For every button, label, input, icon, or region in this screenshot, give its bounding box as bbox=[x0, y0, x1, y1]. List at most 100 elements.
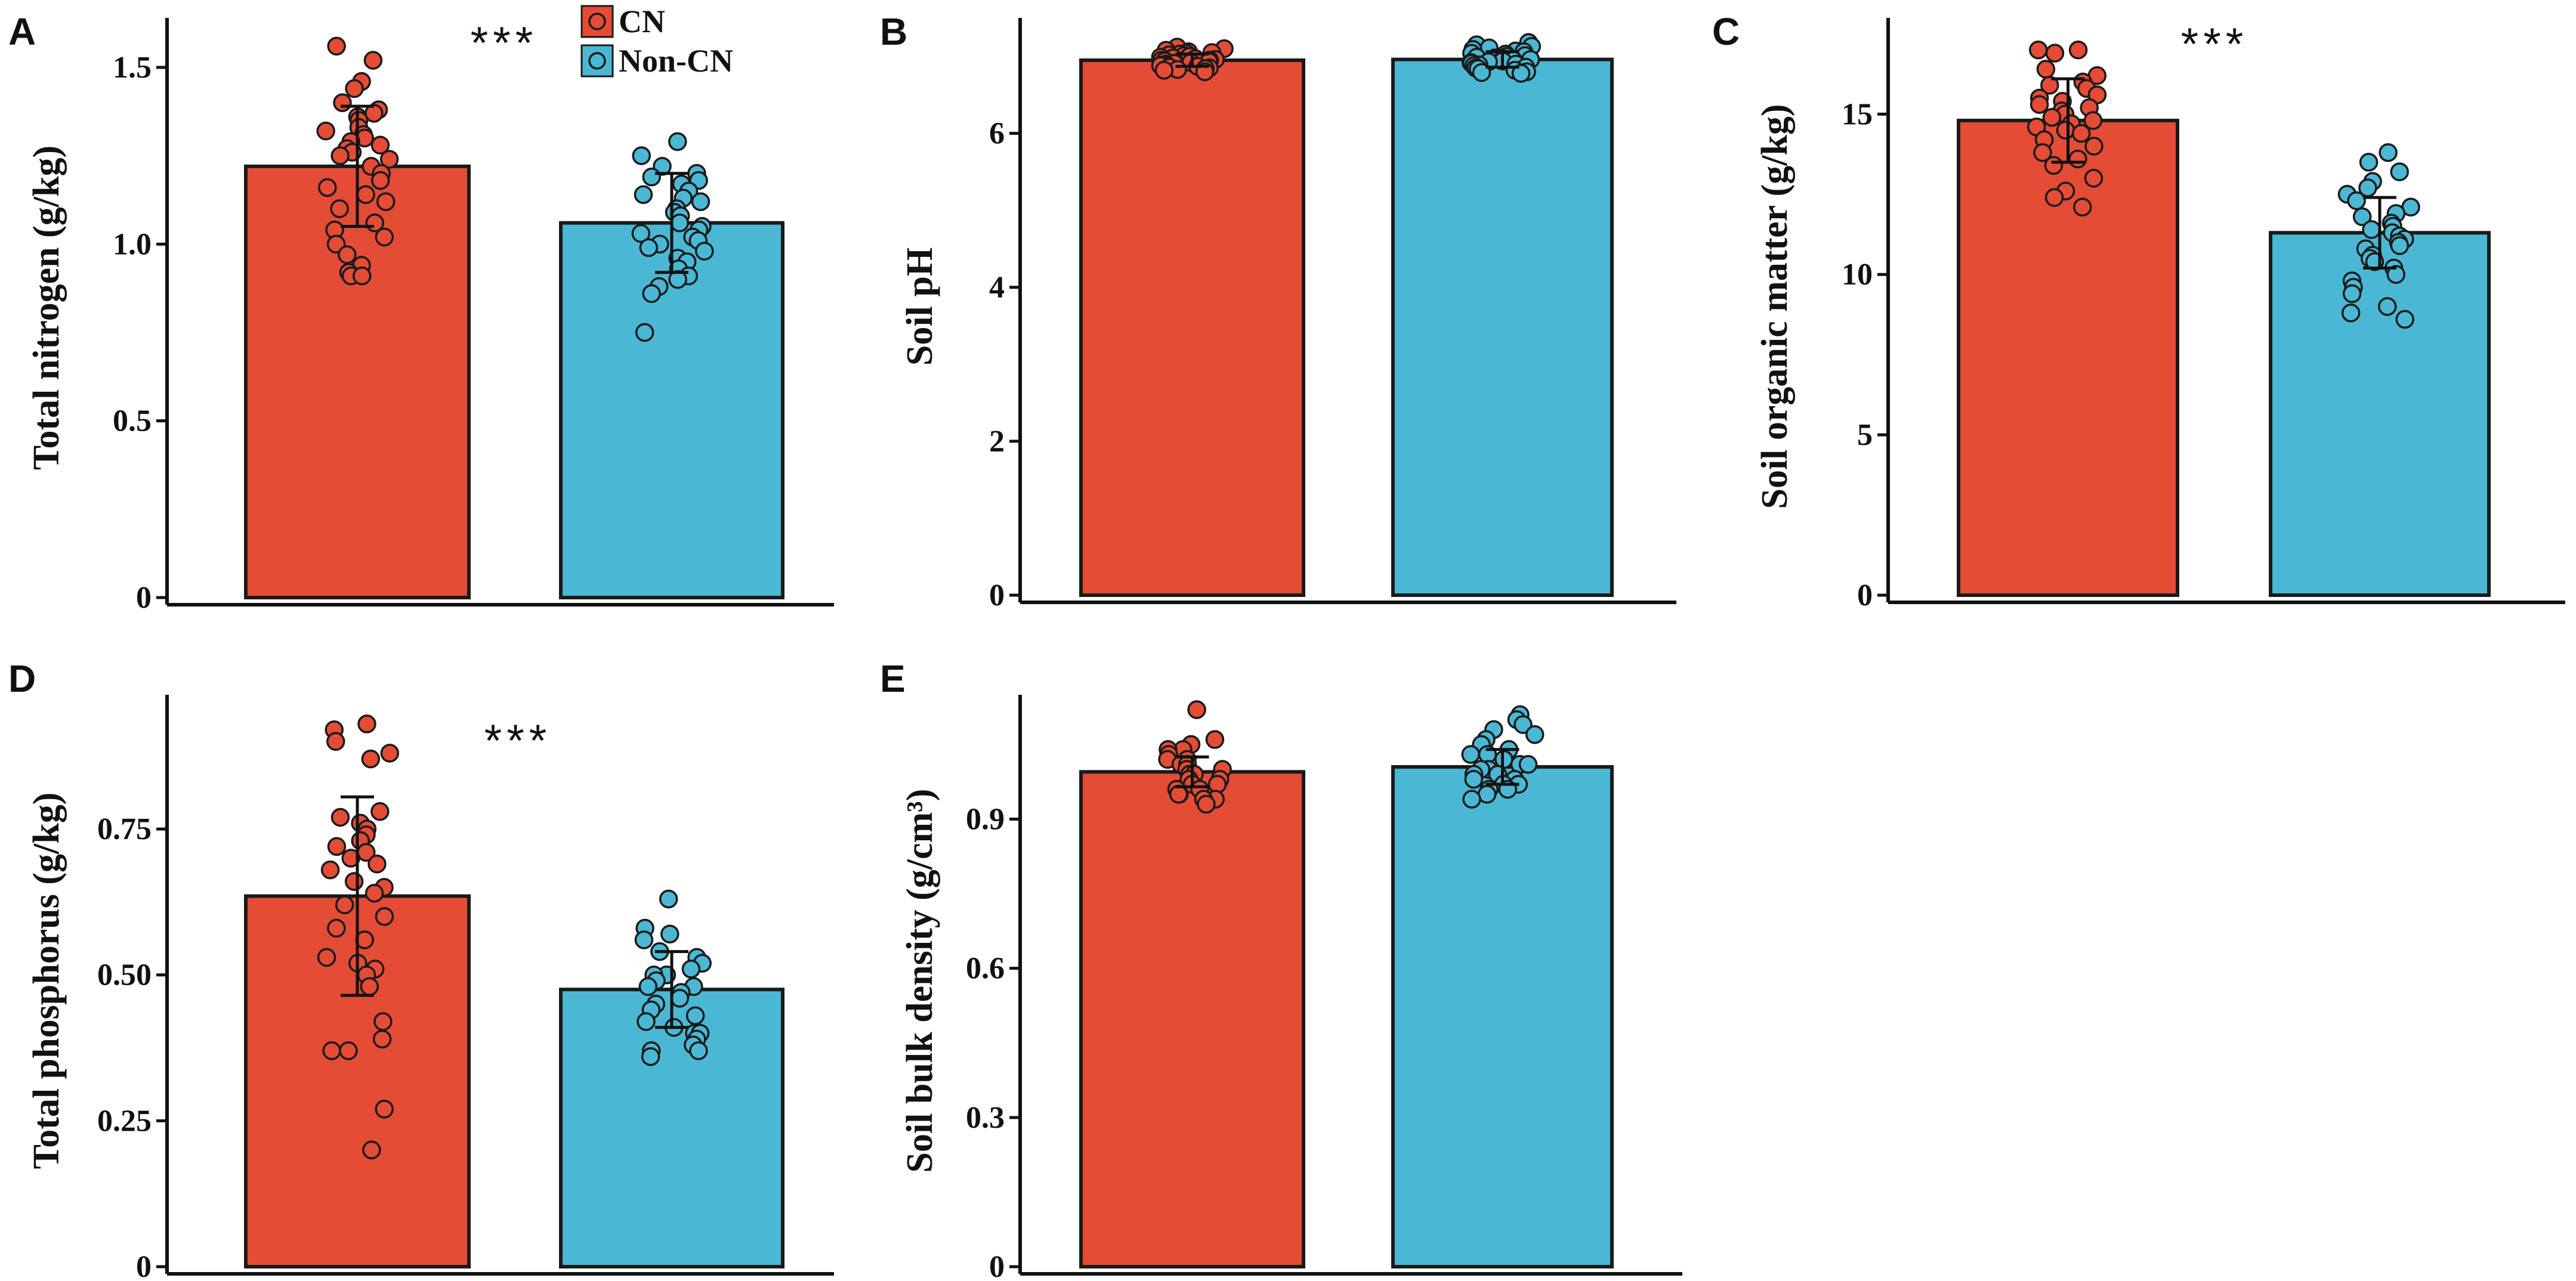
data-point bbox=[691, 192, 711, 211]
data-point bbox=[2362, 220, 2381, 239]
data-point bbox=[373, 1012, 393, 1031]
data-point bbox=[360, 977, 379, 997]
data-point bbox=[375, 227, 394, 247]
data-point bbox=[2395, 310, 2414, 329]
data-point bbox=[1187, 700, 1206, 719]
y-tick-label: 2 bbox=[989, 425, 1005, 459]
data-point bbox=[2068, 149, 2087, 169]
data-point bbox=[642, 284, 661, 304]
data-point bbox=[2044, 156, 2064, 175]
data-point bbox=[1462, 790, 1481, 809]
panel-d: D Total phosphorus (g/kg) 0 0.25 0.50 0.75 *** bbox=[8, 657, 834, 1281]
data-point bbox=[327, 918, 346, 938]
y-tick-label: 0.6 bbox=[966, 952, 1005, 986]
data-point bbox=[2072, 197, 2092, 217]
data-point bbox=[2341, 304, 2361, 323]
panel-c: C Soil organic matter (g/kg) 0 5 10 15 *** bbox=[1712, 10, 2565, 612]
data-point bbox=[339, 1041, 358, 1060]
data-point bbox=[2347, 191, 2366, 211]
y-tick-label: 0.25 bbox=[97, 1104, 152, 1138]
data-point bbox=[318, 178, 337, 197]
data-point bbox=[695, 242, 714, 261]
data-point bbox=[365, 883, 384, 903]
data-point bbox=[2359, 153, 2379, 172]
data-point bbox=[338, 245, 357, 264]
data-point bbox=[316, 121, 335, 141]
data-point bbox=[333, 93, 352, 112]
data-point bbox=[1461, 745, 1481, 764]
data-point bbox=[327, 36, 346, 56]
data-point bbox=[2045, 44, 2065, 63]
data-point bbox=[331, 146, 350, 165]
data-point bbox=[1477, 785, 1497, 804]
data-point bbox=[345, 79, 364, 98]
y-tick-label: 0 bbox=[989, 1250, 1005, 1281]
data-point bbox=[361, 749, 381, 769]
data-point bbox=[356, 185, 375, 205]
bar-non-cn bbox=[1391, 765, 1614, 1268]
y-axis-label: Soil bulk density (g/cm³) bbox=[900, 789, 940, 1173]
panel-b: B Soil pH 0 2 4 6 bbox=[880, 10, 1676, 612]
data-point bbox=[632, 146, 651, 165]
data-point bbox=[635, 323, 654, 342]
data-point bbox=[330, 199, 349, 218]
bar-cn bbox=[1079, 770, 1305, 1268]
y-tick-label: 10 bbox=[1842, 258, 1873, 292]
data-point bbox=[375, 907, 394, 926]
data-point bbox=[357, 714, 376, 734]
data-point bbox=[2044, 188, 2064, 207]
bar-non-cn bbox=[1391, 57, 1614, 598]
y-tick-label: 0 bbox=[989, 578, 1005, 612]
y-axis-label: Soil organic matter (g/kg) bbox=[1755, 104, 1795, 509]
data-point bbox=[2040, 76, 2059, 95]
y-axis-label: Total phosphorus (g/kg) bbox=[26, 793, 67, 1169]
y-tick-label: 4 bbox=[989, 271, 1005, 305]
data-point bbox=[379, 150, 399, 169]
data-point bbox=[363, 51, 383, 70]
data-point bbox=[370, 802, 390, 821]
y-tick-label: 15 bbox=[1842, 97, 1873, 131]
y-tick-label: 1.0 bbox=[113, 227, 152, 261]
legend-marker-non-cn bbox=[588, 52, 606, 70]
y-tick-label: 0 bbox=[136, 1250, 152, 1281]
significance-label: *** bbox=[471, 18, 538, 69]
data-point bbox=[637, 1012, 656, 1031]
y-axis-label: Total nitrogen (g/kg) bbox=[26, 146, 67, 470]
data-point bbox=[2378, 297, 2397, 316]
data-point bbox=[1511, 64, 1531, 83]
bar-cn bbox=[1079, 58, 1305, 597]
panel-letter: A bbox=[8, 10, 36, 53]
data-point bbox=[1205, 730, 1225, 749]
data-point bbox=[1464, 770, 1484, 789]
data-point bbox=[2030, 95, 2049, 114]
data-point bbox=[642, 167, 662, 187]
data-point bbox=[341, 849, 360, 868]
legend: CN Non-CN bbox=[580, 4, 733, 79]
legend-marker-cn bbox=[588, 13, 606, 30]
legend-swatch-cn bbox=[580, 5, 614, 38]
data-point bbox=[2386, 265, 2405, 284]
panel-letter: D bbox=[8, 657, 36, 700]
y-tick-label: 0 bbox=[1857, 578, 1873, 612]
data-point bbox=[327, 837, 347, 856]
significance-label: *** bbox=[2181, 19, 2248, 70]
data-point bbox=[2342, 284, 2362, 304]
data-point bbox=[375, 1100, 394, 1119]
y-axis-label: Soil pH bbox=[900, 247, 940, 366]
data-point bbox=[2390, 236, 2410, 255]
data-point bbox=[1514, 715, 1533, 734]
data-point bbox=[376, 192, 396, 211]
data-point bbox=[639, 238, 659, 257]
data-point bbox=[2084, 169, 2104, 188]
data-point bbox=[2390, 162, 2409, 181]
y-tick-label: 6 bbox=[989, 117, 1005, 151]
y-tick-label: 1.5 bbox=[113, 51, 152, 85]
data-point bbox=[320, 860, 340, 880]
panel-letter: C bbox=[1712, 10, 1740, 53]
y-tick-label: 0 bbox=[136, 581, 152, 615]
data-point bbox=[660, 924, 679, 943]
bar-cn bbox=[244, 164, 471, 599]
data-point bbox=[2071, 123, 2091, 143]
legend-swatch-non-cn bbox=[580, 44, 614, 78]
